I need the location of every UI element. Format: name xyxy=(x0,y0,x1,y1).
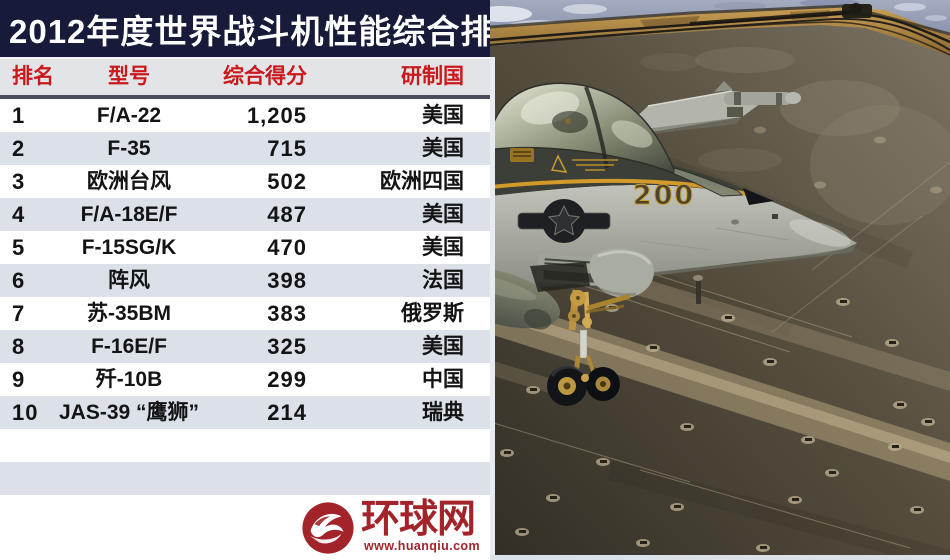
cell-rank: 6 xyxy=(12,268,26,293)
cell-country: 美国 xyxy=(422,335,464,358)
antiglare-panel xyxy=(743,188,774,205)
cell-score: 470 xyxy=(267,235,307,260)
cell-model: F-15SG/K xyxy=(81,236,177,259)
cell-country: 美国 xyxy=(422,137,464,160)
ranking-panel: 2012年度世界战斗机性能综合排名 排名 型号 综合得分 研制国 1 F/A-2… xyxy=(0,0,527,558)
ranking-table-body: 1 F/A-22 1,205 美国 2 F-35 715 美国 3 欧洲台风 5… xyxy=(0,99,490,495)
nose-gear xyxy=(530,262,631,406)
photo-bottom-border xyxy=(490,555,950,560)
deck-stripe xyxy=(490,296,950,481)
table-row: 2 F-35 715 美国 xyxy=(0,132,490,165)
deck-edge-net xyxy=(490,3,950,56)
cell-score: 398 xyxy=(267,268,307,293)
cell-model: F-35 xyxy=(107,137,151,160)
brand-name: 环球网 xyxy=(361,498,476,541)
cell-model: F/A-22 xyxy=(96,104,162,127)
cell-country: 美国 xyxy=(422,203,464,226)
table-row: 10 JAS-39 “鹰狮” 214 瑞典 xyxy=(0,396,490,429)
cell-country: 瑞典 xyxy=(422,401,464,424)
jet-number: 200 xyxy=(633,180,695,211)
jet-canopy xyxy=(490,82,678,176)
cell-rank: 9 xyxy=(12,367,26,392)
brand-url: www.huanqiu.com xyxy=(364,539,480,553)
header-divider xyxy=(0,95,490,99)
table-row: 6 阵风 398 法国 xyxy=(0,264,490,297)
cell-score: 487 xyxy=(267,202,307,227)
gear-door xyxy=(589,248,654,298)
cell-country: 法国 xyxy=(422,269,464,292)
cell-rank: 7 xyxy=(12,301,26,326)
cell-rank: 2 xyxy=(12,136,26,161)
table-row: 3 欧洲台风 502 欧洲四国 xyxy=(0,165,490,198)
table-row: 8 F-16E/F 325 美国 xyxy=(0,330,490,363)
cell-model: 歼-10B xyxy=(95,368,163,391)
photo-left-border xyxy=(490,57,495,556)
cell-score: 325 xyxy=(267,334,307,359)
column-header-rank: 排名 xyxy=(12,65,54,88)
title-bar: 2012年度世界战斗机性能综合排名 xyxy=(0,0,527,57)
cell-rank: 4 xyxy=(12,202,26,227)
cell-rank: 10 xyxy=(12,400,39,425)
table-header: 排名 型号 综合得分 研制国 xyxy=(0,57,490,95)
cell-model: JAS-39 “鹰狮” xyxy=(58,401,200,424)
cell-model: 苏-35BM xyxy=(86,302,171,325)
jet-wing xyxy=(620,81,801,137)
deck-fitting xyxy=(696,278,701,304)
column-header-country: 研制国 xyxy=(401,65,464,88)
column-header-score: 综合得分 xyxy=(223,65,307,88)
column-header-model: 型号 xyxy=(108,65,150,88)
cell-model: F-16E/F xyxy=(91,335,167,358)
brand-block: 环球网 www.huanqiu.com xyxy=(361,498,480,554)
fighter-jet: 200 xyxy=(490,81,857,406)
cell-rank: 1 xyxy=(12,103,26,128)
cell-country: 欧洲四国 xyxy=(380,170,464,193)
table-row: 7 苏-35BM 383 俄罗斯 xyxy=(0,297,490,330)
footer: 环球网 www.huanqiu.com xyxy=(0,495,490,558)
page-title: 2012年度世界战斗机性能综合排名 xyxy=(9,12,529,50)
table-row: 9 歼-10B 299 中国 xyxy=(0,363,490,396)
table-row: 4 F/A-18E/F 487 美国 xyxy=(0,198,490,231)
tie-down-points xyxy=(500,126,942,552)
carrier-photo: 200 xyxy=(490,0,950,560)
cell-country: 俄罗斯 xyxy=(401,302,464,325)
cell-score: 715 xyxy=(267,136,307,161)
jet-markings: 200 xyxy=(510,148,789,251)
cell-score: 383 xyxy=(267,301,307,326)
table-row: 5 F-15SG/K 470 美国 xyxy=(0,231,490,264)
cell-country: 美国 xyxy=(422,104,464,127)
cell-rank: 3 xyxy=(12,169,26,194)
deck-stripe xyxy=(610,268,950,391)
cell-model: 欧洲台风 xyxy=(87,170,171,193)
huanqiu-eagle-icon xyxy=(302,501,354,554)
cell-rank: 8 xyxy=(12,334,26,359)
table-row: 1 F/A-22 1,205 美国 xyxy=(0,99,490,132)
cell-model: 阵风 xyxy=(108,269,150,292)
cell-country: 中国 xyxy=(422,368,464,391)
star-insignia xyxy=(517,199,611,243)
cell-country: 美国 xyxy=(422,236,464,259)
cell-score: 1,205 xyxy=(246,103,307,128)
jet-windscreen xyxy=(673,167,744,197)
cell-model: F/A-18E/F xyxy=(80,203,178,226)
cell-score: 214 xyxy=(267,400,307,425)
cell-rank: 5 xyxy=(12,235,26,260)
cell-score: 502 xyxy=(267,169,307,194)
cell-score: 299 xyxy=(267,367,307,392)
